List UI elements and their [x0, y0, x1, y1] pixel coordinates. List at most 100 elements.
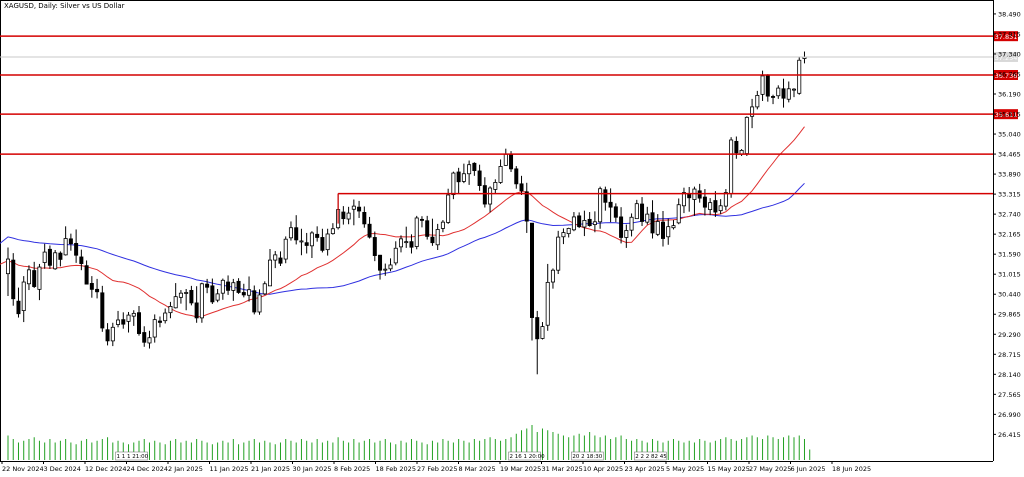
- candle-body-bull: [744, 116, 749, 154]
- candle-body-bear: [84, 265, 89, 285]
- y-tick-label: 37.915: [998, 30, 1021, 38]
- candle-body-bear: [32, 270, 37, 287]
- candle-body-bear: [535, 317, 540, 340]
- candle-body-bull: [116, 319, 121, 325]
- candle-body-bull: [624, 230, 629, 238]
- candle-body-bear: [640, 203, 645, 222]
- candle-body-bull: [718, 205, 723, 212]
- price-level-tag: [994, 31, 1018, 42]
- candle-body-bull: [582, 220, 587, 228]
- candle-body-bull: [797, 59, 802, 94]
- candle-body-bull: [257, 294, 262, 313]
- x-tick-label: 6 Jun 2025: [791, 465, 826, 473]
- x-tick-label: 18 Feb 2025: [376, 465, 416, 473]
- candle-body-bull: [666, 226, 671, 238]
- candle-body-bear: [11, 259, 16, 300]
- candle-body-bear: [357, 206, 362, 212]
- session-label-box: [571, 451, 604, 461]
- session-label-box: [115, 451, 148, 461]
- candle-body-bull: [545, 281, 550, 326]
- candle-body-bull: [467, 164, 472, 175]
- candle-body-bear: [79, 256, 84, 264]
- candle-body-bull: [750, 106, 755, 117]
- candle-body-bull: [681, 192, 686, 207]
- x-tick-label: 12 Dec 2024: [85, 465, 127, 473]
- candle-body-bull: [634, 203, 639, 220]
- candle-body-bear: [252, 290, 257, 313]
- x-tick-label: 22 Nov 2024: [2, 465, 44, 473]
- candle-body-bull: [131, 312, 136, 317]
- candle-body-bull: [755, 95, 760, 108]
- y-tick-label: 37.340: [998, 50, 1021, 58]
- session-label: 20 2 18:30: [572, 454, 602, 460]
- candle-body-bear: [419, 218, 424, 221]
- session-label-box: [508, 451, 541, 461]
- candle-body-bull: [708, 202, 713, 211]
- price-level-label: 36.736: [995, 72, 1018, 80]
- chart-title: XAGUSD, Daily: Silver vs US Dollar: [4, 2, 125, 10]
- candle-body-bear: [509, 154, 514, 170]
- candle-body-bear: [100, 292, 105, 329]
- session-label-box: [634, 451, 667, 461]
- x-tick-label: 27 Feb 2025: [417, 465, 457, 473]
- candle-body-bull: [729, 139, 734, 194]
- x-tick-label: 3 Dec 2024: [44, 465, 81, 473]
- candle-body-bull: [435, 229, 440, 246]
- candle-body-bear: [372, 237, 377, 256]
- candle-body-bear: [519, 183, 524, 192]
- candle-body-bull: [6, 258, 11, 275]
- candle-body-bull: [346, 212, 351, 220]
- x-tick-label: 2 Jan 2025: [168, 465, 203, 473]
- current-price-tag: [994, 51, 1018, 62]
- x-tick-label: 27 May 2025: [749, 465, 791, 473]
- candle-body-bull: [163, 312, 168, 322]
- candle-body-bull: [231, 282, 236, 291]
- candle-body-bear: [524, 191, 529, 222]
- y-tick-label: 29.290: [998, 331, 1021, 339]
- candle-body-bear: [367, 223, 372, 238]
- price-level-tag: [994, 69, 1018, 80]
- candle-body-bear: [378, 254, 383, 271]
- candle-body-bull: [461, 173, 466, 182]
- candle-body-bear: [121, 319, 126, 325]
- candle-body-bull: [488, 187, 493, 205]
- y-tick-label: 26.415: [998, 431, 1021, 439]
- candle-body-bull: [147, 337, 152, 344]
- candle-body-bull: [566, 228, 571, 235]
- candle-body-bear: [456, 171, 461, 183]
- candle-body-bear: [613, 206, 618, 218]
- y-tick-label: 35.615: [998, 111, 1021, 119]
- y-tick-label: 33.315: [998, 191, 1021, 199]
- candle-body-bull: [446, 194, 451, 223]
- candle-body-bull: [53, 252, 58, 270]
- candle-body-bull: [383, 268, 388, 271]
- candle-body-bear: [619, 216, 624, 238]
- candle-body-bear: [194, 302, 199, 319]
- candle-body-bear: [430, 236, 435, 244]
- x-tick-label: 11 Jan 2025: [210, 465, 249, 473]
- candle-body-bull: [561, 232, 566, 238]
- candle-body-bull: [388, 264, 393, 270]
- candle-body-bull: [42, 251, 47, 263]
- candle-body-bull: [283, 238, 288, 260]
- candle-body-bull: [21, 281, 26, 311]
- candle-body-bull: [540, 326, 545, 339]
- candle-body-bear: [68, 238, 73, 245]
- candle-body-bear: [608, 201, 613, 208]
- candle-body-bull: [655, 221, 660, 235]
- y-tick-label: 34.465: [998, 151, 1021, 159]
- candle-body-bull: [299, 240, 304, 243]
- candle-body-bull: [571, 216, 576, 231]
- candle-body-bear: [425, 220, 430, 237]
- x-tick-label: 23 Apr 2025: [625, 465, 665, 473]
- candle-body-bull: [220, 279, 225, 294]
- candle-body-bull: [398, 238, 403, 248]
- candle-body-bear: [210, 285, 215, 303]
- candle-body-bull: [629, 216, 634, 231]
- candle-body-bull: [792, 88, 797, 91]
- x-tick-label: 31 Mar 2025: [542, 465, 583, 473]
- x-tick-label: 21 Jan 2025: [251, 465, 290, 473]
- session-label: 1 1 1 21:00: [117, 454, 149, 460]
- candle-body-bear: [205, 283, 210, 288]
- candle-body-bear: [278, 257, 283, 264]
